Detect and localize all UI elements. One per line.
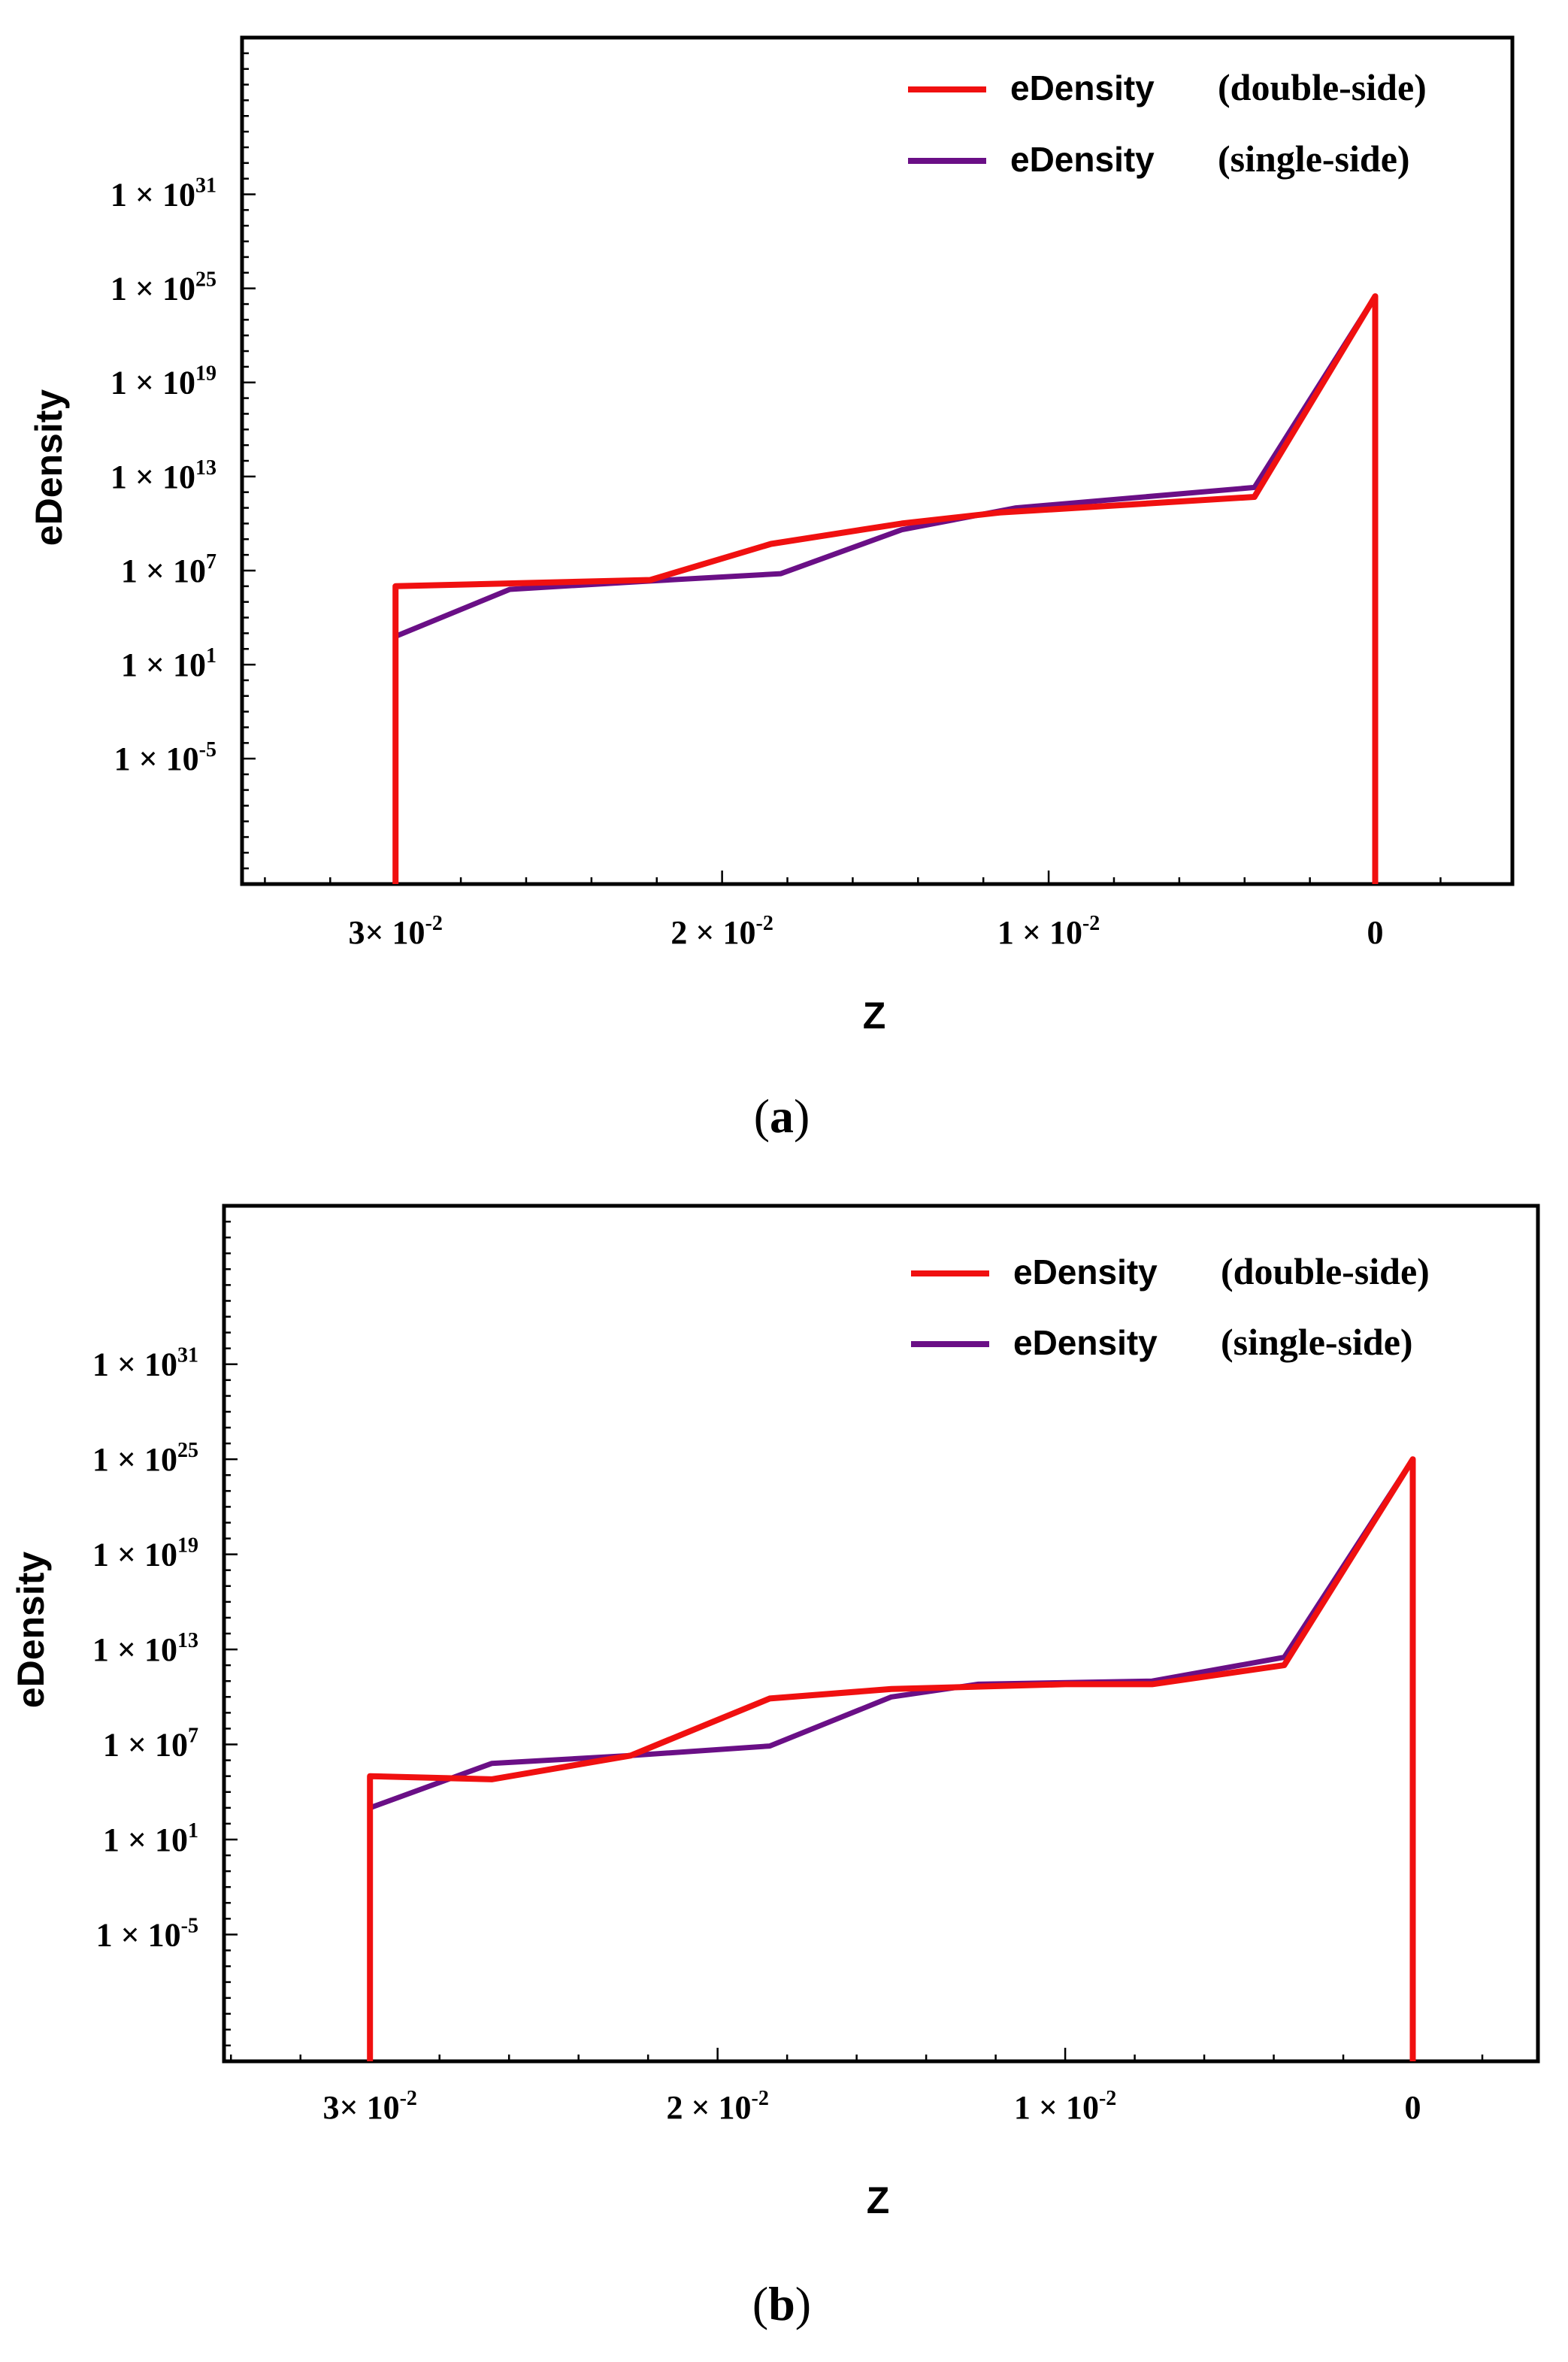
- series-line-double-side: [392, 293, 1379, 884]
- legend-entry: eDensity (double-side): [908, 66, 1427, 108]
- x-tick-base: 2 × 10: [666, 2089, 751, 2126]
- y-tick-label: 1 × 10-5: [96, 1914, 198, 1953]
- x-tick-base: 0: [1405, 2089, 1421, 2126]
- y-tick-label: 1 × 10-5: [114, 738, 216, 777]
- x-tick-exponent: -2: [400, 2087, 417, 2110]
- legend-label: eDensity: [1010, 68, 1155, 108]
- y-tick-base: 1 × 10: [121, 647, 206, 683]
- x-tick-base: 0: [1367, 914, 1384, 951]
- y-tick-label: 1 × 107: [121, 550, 216, 589]
- x-tick-label: 0: [1367, 914, 1384, 951]
- legend-entry: eDensity (single-side): [911, 1321, 1413, 1363]
- x-tick-exponent: -2: [1099, 2087, 1116, 2110]
- y-tick-base: 1 × 10: [92, 1631, 177, 1668]
- y-tick-label: 1 × 1025: [110, 268, 216, 307]
- x-tick-label: 1 × 10-2: [997, 912, 1100, 951]
- y-tick-exponent: 13: [177, 1629, 198, 1652]
- y-tick-base: 1 × 10: [103, 1727, 188, 1764]
- y-tick-marks: [224, 1204, 238, 2063]
- y-tick-base: 1 × 10: [121, 553, 206, 589]
- y-tick-label: 1 × 1031: [92, 1344, 198, 1383]
- y-tick-base: 1 × 10: [110, 459, 195, 495]
- legend-entry: eDensity (double-side): [911, 1250, 1430, 1292]
- legend-label: eDensity: [1013, 1252, 1158, 1292]
- legend-entry: eDensity (single-side): [908, 138, 1410, 180]
- y-tick-base: 1 × 10: [96, 1916, 181, 1953]
- legend-suffix: (double-side): [1221, 1250, 1430, 1292]
- x-axis-label: Z: [863, 995, 886, 1037]
- y-tick-exponent: 19: [177, 1534, 198, 1558]
- y-tick-exponent: 25: [177, 1439, 198, 1462]
- x-tick-base: 3× 10: [323, 2089, 400, 2126]
- legend-label: eDensity: [1013, 1323, 1158, 1362]
- x-tick-base: 3× 10: [348, 914, 425, 951]
- series-line-double-side: [367, 1456, 1416, 2061]
- x-tick-marks: [229, 2048, 1484, 2061]
- x-tick-base: 2 × 10: [670, 914, 755, 951]
- y-tick-exponent: -5: [199, 738, 216, 762]
- series-line-single-side: [394, 295, 1378, 639]
- y-tick-label: 1 × 1031: [110, 174, 216, 213]
- legend-suffix: (double-side): [1218, 66, 1427, 108]
- y-tick-base: 1 × 10: [92, 1346, 177, 1383]
- y-tick-exponent: 31: [177, 1344, 198, 1367]
- y-axis-label: eDensity: [10, 1552, 52, 1709]
- y-tick-exponent: 19: [195, 362, 216, 386]
- y-tick-marks: [242, 36, 256, 886]
- legend-suffix: (single-side): [1221, 1321, 1413, 1363]
- y-tick-label: 1 × 1013: [92, 1629, 198, 1668]
- y-tick-label: 1 × 101: [103, 1819, 198, 1858]
- y-tick-exponent: 1: [206, 644, 216, 668]
- y-tick-exponent: 1: [188, 1819, 198, 1843]
- y-axis-label: eDensity: [28, 389, 70, 547]
- y-tick-base: 1 × 10: [110, 271, 195, 307]
- x-tick-label: 2 × 10-2: [666, 2087, 768, 2126]
- x-tick-base: 1 × 10: [1014, 2089, 1099, 2126]
- y-tick-exponent: -5: [181, 1914, 198, 1937]
- x-tick-marks: [264, 871, 1442, 884]
- x-axis-label: Z: [867, 2179, 890, 2221]
- x-tick-label: 3× 10-2: [323, 2087, 417, 2126]
- x-tick-exponent: -2: [425, 912, 443, 935]
- y-tick-label: 1 × 1025: [92, 1439, 198, 1478]
- x-tick-label: 0: [1405, 2089, 1421, 2126]
- series-line-single-side: [369, 1458, 1415, 1811]
- y-tick-label: 1 × 107: [103, 1725, 198, 1764]
- panel-caption: (b): [752, 2277, 811, 2330]
- x-tick-label: 3× 10-2: [348, 912, 442, 951]
- y-tick-base: 1 × 10: [92, 1537, 177, 1573]
- y-tick-base: 1 × 10: [92, 1441, 177, 1478]
- y-tick-base: 1 × 10: [114, 740, 199, 777]
- y-tick-label: 1 × 1019: [110, 362, 216, 401]
- panel-caption: (a): [754, 1089, 810, 1143]
- y-tick-base: 1 × 10: [110, 177, 195, 213]
- y-tick-exponent: 31: [195, 174, 216, 198]
- legend-suffix: (single-side): [1218, 138, 1410, 180]
- x-tick-exponent: -2: [752, 2087, 769, 2110]
- y-tick-base: 1 × 10: [103, 1821, 188, 1858]
- y-tick-label: 1 × 1019: [92, 1534, 198, 1573]
- y-tick-exponent: 13: [195, 456, 216, 480]
- y-tick-base: 1 × 10: [110, 365, 195, 401]
- x-tick-label: 1 × 10-2: [1014, 2087, 1116, 2126]
- x-tick-exponent: -2: [756, 912, 773, 935]
- x-tick-label: 2 × 10-2: [670, 912, 773, 951]
- x-tick-exponent: -2: [1082, 912, 1100, 935]
- y-tick-exponent: 7: [188, 1725, 198, 1748]
- legend-label: eDensity: [1010, 140, 1155, 179]
- y-tick-exponent: 25: [195, 268, 216, 292]
- y-tick-label: 1 × 101: [121, 644, 216, 683]
- y-tick-label: 1 × 1013: [110, 456, 216, 495]
- x-tick-base: 1 × 10: [997, 914, 1082, 951]
- y-tick-exponent: 7: [206, 550, 216, 574]
